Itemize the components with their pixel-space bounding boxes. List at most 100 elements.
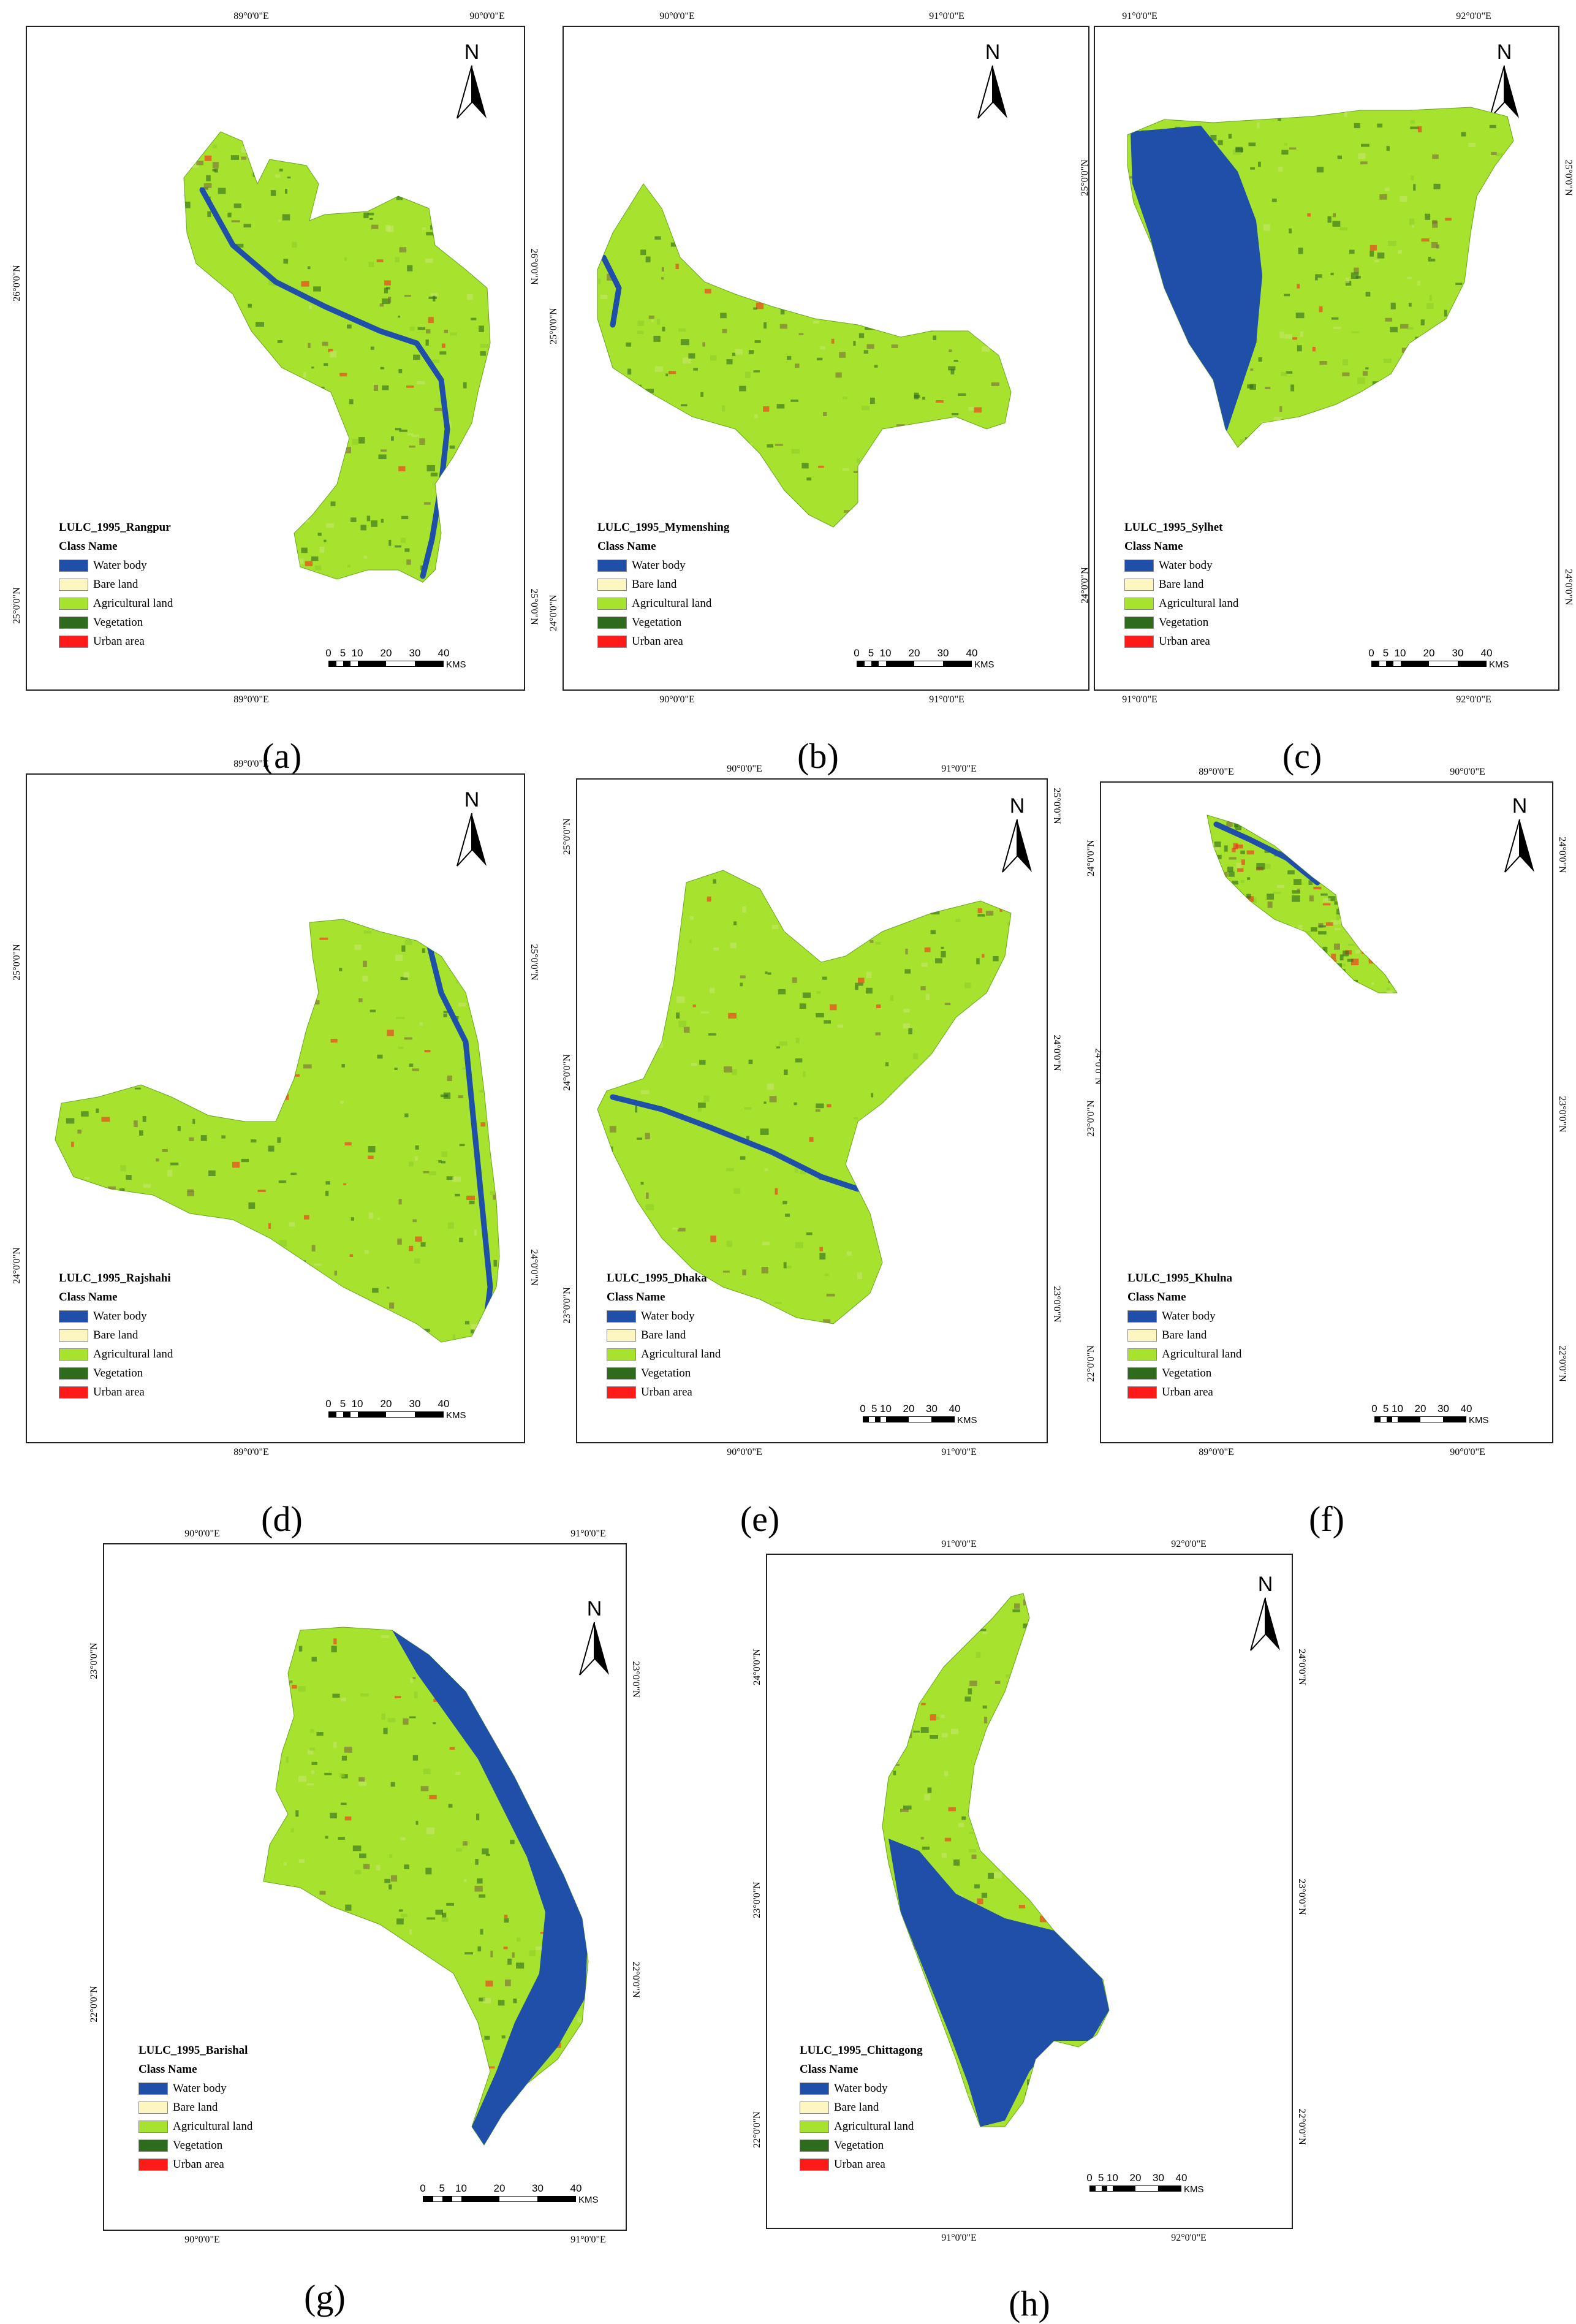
legend-label: Urban area (173, 2158, 224, 2171)
legend-swatch (59, 1367, 88, 1380)
legend-swatch (607, 1310, 636, 1323)
legend-title: LULC_1995_Khulna (1127, 1272, 1233, 1285)
legend-swatch (800, 2139, 829, 2152)
scale-bar-segments (328, 1411, 444, 1418)
legend-label: Agricultural land (641, 1348, 721, 1361)
legend-label: Agricultural land (1162, 1348, 1242, 1361)
scale-tick-label: 10 (880, 1403, 892, 1415)
legend-label: Water body (93, 559, 147, 572)
top-coordinate-label: 90°0'0"E (727, 764, 762, 774)
legend-swatch (59, 635, 88, 648)
lulc-region (183, 131, 491, 583)
top-coordinate-label: 91°0'0"E (941, 764, 977, 774)
map-legend: LULC_1995_Rangpur Class Name Water body Bar… (59, 518, 173, 651)
legend-label: Urban area (834, 2158, 885, 2171)
left-coordinate-label: 24°0'0"N (752, 1649, 762, 1685)
map-legend: LULC_1995_Sylhet Class Name Water body Bare… (1124, 518, 1238, 651)
scale-tick-label: 10 (1394, 647, 1406, 659)
legend-title: LULC_1995_Dhaka (607, 1272, 707, 1285)
legend-swatch (597, 635, 627, 648)
north-label: N (985, 40, 1001, 64)
legend-swatch (1127, 1329, 1157, 1342)
legend-label: Urban area (93, 635, 145, 648)
legend-item: Urban area (597, 632, 729, 651)
bottom-coordinate-label: 91°0'0"E (1122, 694, 1157, 705)
legend-label: Bare land (632, 578, 677, 591)
scale-tick-label: 0 (1371, 1403, 1377, 1415)
map-frame (766, 1554, 1293, 2229)
legend-swatch (59, 578, 88, 591)
panel-caption: (e) (740, 1499, 780, 1539)
legend-label: Vegetation (834, 2139, 884, 2152)
legend-item: Vegetation (59, 613, 173, 632)
map-legend: LULC_1995_Rajshahi Class Name Water body Ba… (59, 1269, 173, 1402)
lulc-region (1207, 815, 1398, 993)
legend-swatch (1124, 616, 1154, 629)
bottom-coordinate-label: 91°0'0"E (941, 1447, 977, 1457)
legend-title: LULC_1995_Sylhet (1124, 521, 1223, 534)
legend-item: Agricultural land (138, 2117, 252, 2136)
legend-item: Water body (800, 2079, 923, 2098)
legend-label: Vegetation (641, 1367, 691, 1380)
scale-tick-label: 0 (860, 1403, 866, 1415)
legend-item: Bare land (59, 575, 173, 594)
legend-item: Urban area (138, 2155, 252, 2174)
legend-swatch (59, 616, 88, 629)
legend-label: Vegetation (93, 1367, 143, 1380)
north-label: N (464, 40, 480, 64)
legend-item: Agricultural land (800, 2117, 923, 2136)
legend-item: Water body (1124, 556, 1238, 575)
legend-item: Urban area (607, 1383, 721, 1402)
scale-tick-label: 40 (1460, 1403, 1472, 1415)
legend-item: Bare land (800, 2098, 923, 2117)
map-legend: LULC_1995_Chittagong Class Name Water body… (800, 2041, 923, 2174)
right-coordinate-label: 23°0'0"N (1297, 1878, 1307, 1915)
legend-class-header: Class Name (597, 540, 656, 553)
north-label: N (586, 1597, 602, 1620)
bottom-coordinate-label: 90°0'0"E (727, 1447, 762, 1457)
legend-swatch (607, 1329, 636, 1342)
scale-unit: KMS (578, 2195, 599, 2205)
top-coordinate-label: 89°0'0"E (233, 759, 269, 769)
legend-item: Water body (59, 1307, 173, 1326)
legend-item: Bare land (1127, 1326, 1241, 1345)
legend-item: Water body (138, 2079, 252, 2098)
legend-label: Urban area (1162, 1386, 1213, 1399)
legend-swatch (1124, 635, 1154, 648)
scale-tick-label: 20 (908, 647, 920, 659)
scale-bar: 0 5 10 20 30 40 KMS (854, 647, 994, 670)
legend-title: LULC_1995_Rajshahi (59, 1272, 171, 1285)
north-arrow-icon: N (974, 40, 1011, 120)
legend-label: Urban area (641, 1386, 692, 1399)
water-area (888, 1839, 1109, 2127)
river (1213, 821, 1320, 886)
legend-class-header: Class Name (607, 1291, 665, 1304)
legend-swatch (59, 1310, 88, 1323)
scale-tick-label: 40 (438, 647, 450, 659)
north-label: N (1009, 794, 1025, 818)
panel-caption: (f) (1309, 1499, 1344, 1539)
scale-tick-label: 5 (339, 647, 346, 659)
river (426, 941, 493, 1339)
legend-item: Water body (597, 556, 729, 575)
north-arrow-icon: N (453, 788, 490, 867)
scale-tick-label: 10 (879, 647, 892, 659)
north-label: N (1512, 794, 1528, 818)
bottom-coordinate-label: 90°0'0"E (184, 2235, 220, 2245)
scale-tick-label: 5 (439, 2182, 445, 2194)
legend-swatch (59, 559, 88, 572)
legend-label: Bare land (641, 1329, 686, 1342)
north-arrow-icon: N (999, 794, 1036, 873)
legend-item: Urban area (800, 2155, 923, 2174)
map-legend: LULC_1995_Mymenshing Class Name Water body… (597, 518, 729, 651)
lulc-region (1127, 107, 1514, 448)
legend-label: Vegetation (1159, 616, 1209, 629)
legend-class-header: Class Name (1124, 540, 1183, 553)
legend-swatch (597, 578, 627, 591)
lulc-region (263, 1627, 589, 2146)
legend-swatch (1127, 1367, 1157, 1380)
legend-label: Bare land (834, 2101, 879, 2114)
legend-label: Vegetation (1162, 1367, 1212, 1380)
legend-item: Bare land (597, 575, 729, 594)
